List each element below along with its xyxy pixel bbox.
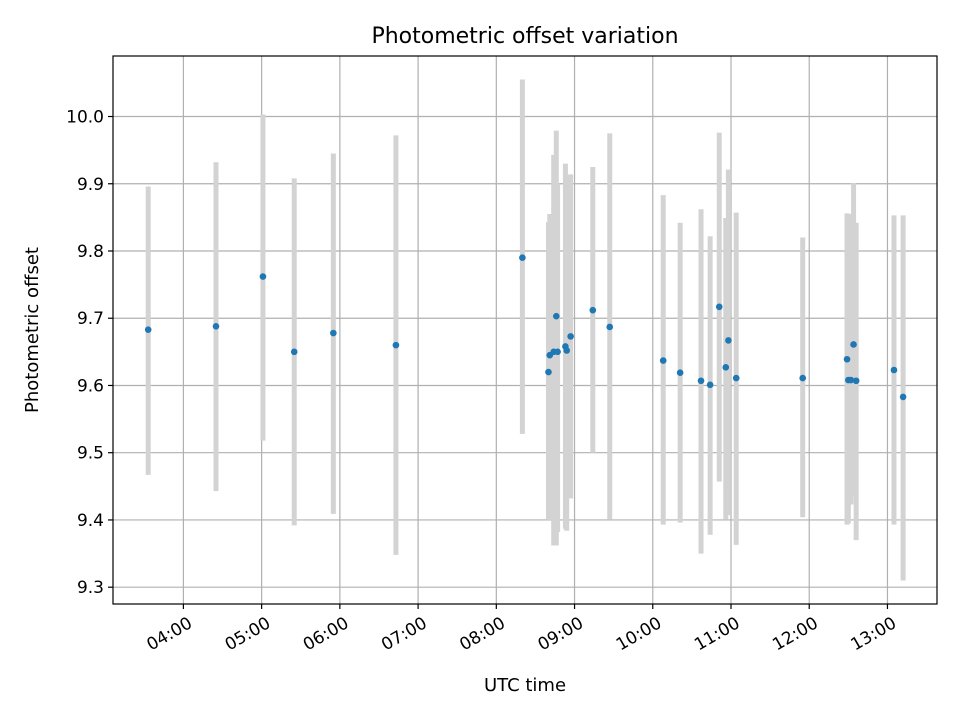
data-point	[290, 348, 298, 356]
data-point	[519, 254, 526, 262]
data-point	[725, 337, 732, 344]
y-axis-label: Photometric offset	[22, 247, 43, 413]
data-point	[659, 357, 667, 364]
point-layer	[144, 254, 907, 401]
y-tick-label: 9.9	[77, 175, 104, 195]
y-tick-label: 9.3	[77, 578, 104, 598]
x-tick-label: 10:00	[613, 613, 665, 655]
data-point	[706, 381, 714, 389]
data-point	[847, 376, 855, 384]
x-tick-label: 08:00	[456, 613, 508, 655]
data-point	[589, 306, 597, 314]
data-point	[606, 323, 614, 331]
data-point	[715, 303, 723, 311]
data-point	[259, 273, 267, 280]
chart-title: Photometric offset variation	[371, 24, 678, 49]
data-point	[850, 341, 857, 348]
data-point	[676, 369, 684, 376]
data-point	[697, 377, 705, 385]
data-point	[843, 355, 851, 363]
x-tick-label: 12:00	[769, 613, 821, 655]
x-tick-label: 05:00	[222, 613, 274, 655]
data-point	[212, 323, 220, 330]
data-point	[852, 377, 860, 385]
y-tick-label: 10.0	[66, 108, 104, 128]
x-tick-label: 04:00	[143, 613, 195, 655]
data-point	[554, 348, 561, 356]
grid-layer	[113, 56, 937, 604]
y-tick-label: 9.7	[77, 309, 104, 329]
data-point	[732, 374, 740, 382]
tick-layer: 9.3 9.4 9.5 9.6 9.7 9.8 9.9 10.0 04:00 05:00 06:00…	[66, 108, 900, 656]
x-tick-label: 07:00	[378, 613, 430, 655]
data-point	[567, 333, 574, 340]
plot-frame	[112, 55, 938, 605]
x-tick-label: 06:00	[300, 613, 352, 655]
x-tick-label: 09:00	[535, 613, 587, 655]
data-point	[545, 368, 552, 376]
y-tick-label: 9.4	[77, 511, 104, 531]
data-point	[722, 364, 730, 371]
data-point	[392, 341, 400, 349]
data-point	[890, 366, 898, 374]
x-axis-label: UTC time	[484, 675, 566, 696]
x-tick-label: 11:00	[691, 613, 743, 655]
data-point	[899, 393, 907, 401]
x-tick-label: 13:00	[848, 613, 900, 655]
data-point	[330, 329, 337, 337]
data-point	[144, 326, 152, 333]
y-tick-label: 9.6	[77, 376, 104, 396]
data-point	[552, 312, 560, 320]
y-tick-label: 9.5	[77, 444, 104, 464]
y-tick-label: 9.8	[77, 242, 104, 262]
data-point	[799, 374, 807, 382]
data-point	[563, 347, 571, 354]
